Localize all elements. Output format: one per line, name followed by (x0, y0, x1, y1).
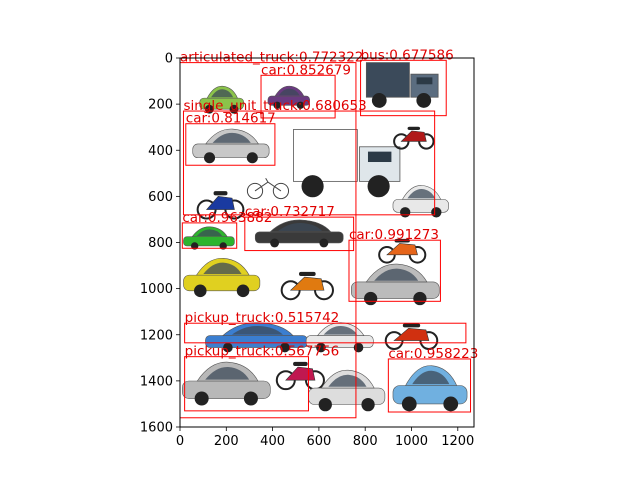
vehicle-car-20 (308, 369, 386, 412)
detection-label-7: car:0.991273 (349, 227, 439, 243)
vehicle-moto-17 (384, 323, 439, 350)
vehicle-moto-5 (393, 126, 435, 150)
vehicle-moto-7 (196, 191, 245, 220)
vehicle-car-1 (267, 85, 310, 109)
detection-box-9 (184, 356, 309, 412)
vehicle-moto-11 (378, 238, 427, 264)
vehicle-moto-13 (280, 271, 334, 301)
detection-box-7 (348, 239, 441, 302)
x-tick-label-3: 600 (306, 434, 331, 449)
vehicle-collage-image (182, 62, 468, 412)
detection-box-4 (185, 123, 276, 166)
detection-box-3 (182, 110, 436, 216)
y-tick-label-3: 600 (148, 190, 173, 205)
y-tick-label-8: 1600 (140, 421, 173, 436)
detection-boxes: articulated_truck:0.772322car:0.852679bu… (179, 47, 478, 419)
vehicle-truck-4 (293, 129, 401, 198)
x-tick-label-4: 800 (353, 434, 378, 449)
vehicle-car-9 (183, 226, 235, 250)
y-tick-label-4: 800 (148, 236, 173, 251)
vehicle-truck-2 (365, 62, 439, 108)
vehicle-car-3 (192, 128, 270, 164)
vehicle-car-10 (254, 219, 344, 248)
y-tick-label-1: 200 (148, 98, 173, 113)
detection-box-8 (184, 322, 467, 344)
y-tick-label-0: 0 (165, 52, 173, 67)
detection-label-10: car:0.958223 (388, 346, 478, 362)
detection-label-3: single_unit_truck:0.680653 (183, 98, 366, 114)
detection-label-8: pickup_truck:0.515742 (185, 310, 340, 326)
vehicle-car-14 (351, 263, 440, 306)
vehicle-car-12 (183, 257, 261, 298)
y-tick-label-5: 1000 (140, 282, 173, 297)
vehicle-car-15 (205, 322, 308, 353)
detection-label-2: bus:0.677586 (361, 47, 454, 63)
x-tick-label-6: 1200 (441, 434, 474, 449)
x-tick-label-0: 0 (176, 434, 184, 449)
detection-label-9: pickup_truck:0.567756 (185, 344, 340, 360)
y-tick-label-6: 1200 (140, 328, 173, 343)
detection-box-10 (387, 358, 472, 413)
x-tick-label-2: 400 (260, 434, 285, 449)
vehicle-car-21 (392, 365, 468, 412)
detection-box-6 (244, 216, 355, 252)
x-tick-label-1: 200 (214, 434, 239, 449)
detection-box-5 (181, 222, 238, 249)
detection-label-1: car:0.852679 (261, 62, 351, 78)
y-tick-label-7: 1400 (140, 374, 173, 389)
vehicle-car-18 (182, 361, 271, 406)
detection-box-1 (260, 74, 336, 119)
detection-label-4: car:0.814617 (186, 111, 276, 127)
vehicle-bike-6 (246, 178, 290, 200)
x-tick-label-5: 1000 (395, 434, 428, 449)
detection-label-6: car:0.732717 (245, 204, 335, 220)
detection-label-5: car:0.963882 (182, 210, 272, 226)
axis-ticks: 0 200 400 600 800 1000 1200 0 200 400 600 800 1000 12… (140, 52, 474, 450)
y-tick-label-2: 400 (148, 144, 173, 159)
detection-box-2 (360, 59, 447, 117)
